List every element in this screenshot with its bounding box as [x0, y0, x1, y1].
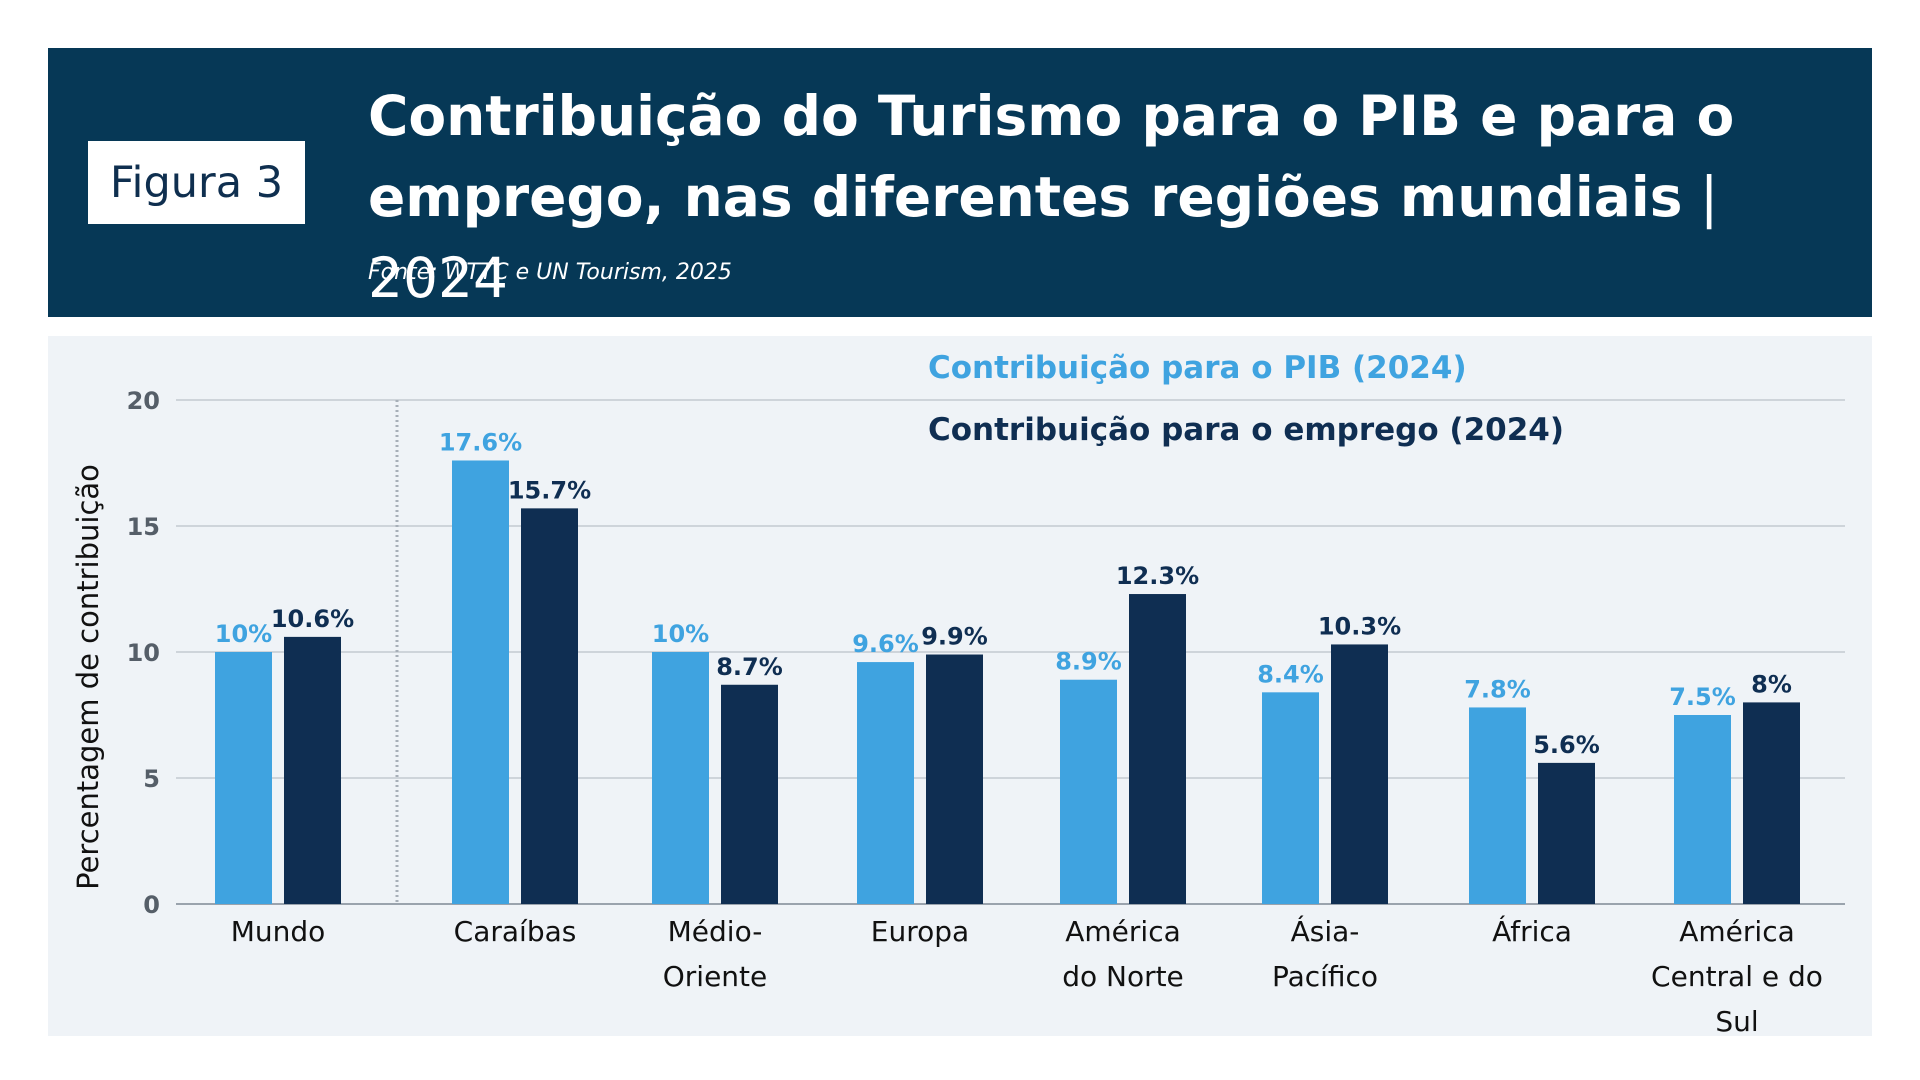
category-label: Europa [871, 915, 969, 948]
bar-emprego [521, 508, 578, 904]
bar-pib [1674, 715, 1731, 904]
bar-pib [1469, 707, 1526, 904]
bars-layer [215, 460, 1800, 904]
bar-emprego [1129, 594, 1186, 904]
title-year: 2024 [368, 246, 508, 310]
bar-emprego [284, 636, 341, 904]
category-label: Médio-Oriente [663, 915, 768, 993]
bar-pib [452, 460, 509, 904]
y-tick-label: 5 [143, 765, 160, 793]
bar-emprego [1331, 644, 1388, 904]
legend-item-pib: Contribuição para o PIB (2024) [928, 350, 1467, 386]
y-tick-label: 15 [127, 513, 160, 541]
data-label-emprego: 10.3% [1318, 612, 1401, 640]
bar-pib [1060, 679, 1117, 904]
bar-pib [652, 652, 709, 904]
title-main: Contribuição do Turismo para o PIB e par… [368, 84, 1735, 229]
data-label-emprego: 8% [1751, 670, 1792, 698]
data-label-pib: 17.6% [439, 428, 522, 456]
figure-source: Fonte: WTTC e UN Tourism, 2025 [368, 260, 732, 285]
category-label: Mundo [231, 915, 326, 948]
axis-layer: 0 5 10 15 20 Percentagem de contribuição [71, 387, 160, 919]
data-label-emprego: 15.7% [508, 476, 591, 504]
data-label-emprego: 12.3% [1116, 562, 1199, 590]
category-label: África [1492, 914, 1572, 948]
data-label-emprego: 5.6% [1533, 731, 1600, 759]
legend-layer: Contribuição para o PIB (2024) Contribuiç… [928, 350, 1564, 448]
bar-emprego [721, 684, 778, 904]
chart-panel: 0 5 10 15 20 Percentagem de contribuição 10% 1… [48, 336, 1872, 1038]
bar-pib [857, 662, 914, 904]
bar-pib [1262, 692, 1319, 904]
y-tick-label: 20 [127, 387, 160, 415]
figure-badge: Figura 3 [88, 141, 305, 224]
title-separator: | [1682, 165, 1719, 229]
legend-item-emprego: Contribuição para o emprego (2024) [928, 412, 1564, 448]
data-label-pib: 8.4% [1257, 660, 1324, 688]
data-label-pib: 8.9% [1055, 648, 1122, 676]
figure-title: Contribuição do Turismo para o PIB e par… [368, 76, 1848, 319]
bar-emprego [926, 654, 983, 904]
data-label-pib: 7.8% [1464, 675, 1531, 703]
bar-emprego [1538, 762, 1595, 904]
bar-pib [215, 652, 272, 904]
y-axis-title: Percentagem de contribuição [71, 464, 105, 890]
category-label: Caraíbas [454, 915, 577, 948]
data-label-emprego: 9.9% [921, 623, 988, 651]
category-label: América Central e do Sul [1651, 915, 1823, 1036]
y-tick-label: 0 [143, 891, 160, 919]
data-label-pib: 10% [652, 620, 709, 648]
category-label: Ásia-Pacífico [1272, 914, 1378, 993]
data-label-emprego: 8.7% [716, 653, 783, 681]
bar-emprego [1743, 702, 1800, 904]
data-label-emprego: 10.6% [271, 605, 354, 633]
labels-layer: 10%10.6%Mundo17.6%15.7%Caraíbas10%8.7%Mé… [215, 428, 1823, 1038]
data-label-pib: 7.5% [1669, 683, 1736, 711]
figure-header: Figura 3 Contribuição do Turismo para o … [48, 48, 1872, 317]
category-label: América do Norte [1062, 915, 1184, 993]
data-label-pib: 10% [215, 620, 272, 648]
data-label-pib: 9.6% [852, 630, 919, 658]
y-tick-label: 10 [127, 639, 160, 667]
